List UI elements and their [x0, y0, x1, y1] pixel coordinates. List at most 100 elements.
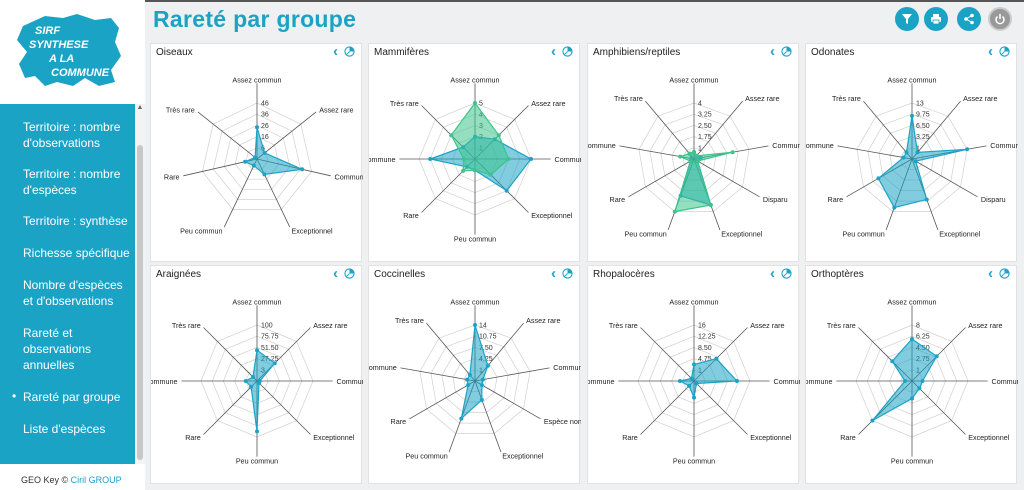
radar-point[interactable]: [687, 151, 692, 156]
radar-point[interactable]: [688, 159, 693, 164]
radar-point[interactable]: [428, 157, 433, 161]
chevron-left-icon[interactable]: ‹: [551, 265, 556, 282]
chart-type-icon[interactable]: [781, 46, 792, 57]
radar-point[interactable]: [692, 362, 696, 367]
radar-point[interactable]: [913, 159, 918, 164]
chevron-left-icon[interactable]: ‹: [988, 265, 993, 282]
share-button[interactable]: [957, 7, 981, 31]
radar-point[interactable]: [714, 356, 719, 361]
nav-item-territoire-especes[interactable]: Territoire : nombre d'espèces: [23, 167, 121, 197]
radar-series-area[interactable]: [673, 151, 733, 213]
radar-point[interactable]: [506, 157, 511, 161]
radar-point[interactable]: [480, 377, 485, 382]
radar-point[interactable]: [251, 375, 255, 379]
radar-point[interactable]: [915, 150, 920, 155]
radar-point[interactable]: [253, 155, 258, 160]
chart-type-icon[interactable]: [562, 46, 573, 57]
radar-point[interactable]: [504, 188, 509, 193]
radar-point[interactable]: [249, 384, 254, 389]
chart-type-icon[interactable]: [562, 268, 573, 279]
radar-point[interactable]: [689, 376, 694, 381]
power-button[interactable]: [988, 7, 1012, 31]
nav-item-territoire-synthese[interactable]: Territoire : synthèse: [23, 214, 128, 228]
chart-type-icon[interactable]: [344, 46, 355, 57]
radar-point[interactable]: [903, 379, 907, 383]
radar-point[interactable]: [904, 150, 909, 155]
nav-item-rarete-groupe[interactable]: Rareté par groupe: [23, 390, 121, 404]
radar-point[interactable]: [870, 418, 875, 423]
radar-point[interactable]: [243, 159, 248, 164]
chart-type-icon[interactable]: [344, 268, 355, 279]
radar-point[interactable]: [910, 113, 914, 118]
radar-point[interactable]: [262, 150, 267, 155]
chart-type-icon[interactable]: [999, 268, 1010, 279]
radar-point[interactable]: [488, 172, 493, 177]
radar-point[interactable]: [730, 150, 735, 155]
radar-point[interactable]: [467, 372, 472, 377]
radar-point[interactable]: [262, 172, 267, 177]
radar-point[interactable]: [965, 147, 970, 152]
radar-point[interactable]: [678, 154, 683, 159]
radar-series-area[interactable]: [877, 115, 968, 209]
radar-point[interactable]: [910, 396, 914, 401]
radar-point[interactable]: [678, 379, 682, 383]
chevron-left-icon[interactable]: ‹: [333, 265, 338, 282]
nav-item-richesse-specifique[interactable]: Richesse spécifique: [23, 246, 130, 260]
radar-point[interactable]: [243, 379, 248, 383]
radar-point[interactable]: [892, 205, 897, 210]
radar-point[interactable]: [672, 209, 677, 214]
radar-point[interactable]: [479, 397, 484, 402]
chevron-left-icon[interactable]: ‹: [770, 265, 775, 282]
radar-point[interactable]: [459, 416, 464, 421]
radar-point[interactable]: [479, 383, 484, 387]
radar-point[interactable]: [473, 168, 477, 173]
footer-link[interactable]: Ciril GROUP: [70, 475, 122, 485]
radar-point[interactable]: [255, 125, 259, 130]
radar-point[interactable]: [694, 153, 699, 158]
radar-point[interactable]: [255, 348, 259, 353]
radar-point[interactable]: [255, 429, 259, 434]
radar-point[interactable]: [876, 176, 881, 181]
radar-series-area[interactable]: [678, 358, 739, 400]
radar-point[interactable]: [934, 354, 939, 359]
radar-point[interactable]: [917, 386, 922, 391]
radar-point[interactable]: [692, 150, 696, 154]
chevron-left-icon[interactable]: ‹: [551, 43, 556, 60]
nav-item-territoire-observations[interactable]: Territoire : nombre d'observations: [23, 120, 121, 150]
radar-point[interactable]: [694, 381, 699, 386]
radar-series-area[interactable]: [460, 324, 489, 421]
chart-type-icon[interactable]: [999, 46, 1010, 57]
radar-point[interactable]: [257, 381, 261, 385]
radar-point[interactable]: [485, 363, 490, 368]
radar-point[interactable]: [734, 379, 739, 383]
radar-point[interactable]: [300, 167, 305, 172]
chevron-left-icon[interactable]: ‹: [333, 43, 338, 60]
nav-item-especes-observations[interactable]: Nombre d'espèces et d'observations: [23, 278, 123, 308]
nav-item-rarete-observations[interactable]: Rareté et observations annuelles: [23, 326, 92, 372]
chevron-left-icon[interactable]: ‹: [770, 43, 775, 60]
radar-point[interactable]: [692, 395, 696, 400]
print-button[interactable]: [924, 7, 948, 31]
chevron-left-icon[interactable]: ‹: [988, 43, 993, 60]
radar-point[interactable]: [466, 383, 471, 387]
radar-point[interactable]: [473, 101, 477, 105]
radar-point[interactable]: [890, 359, 895, 364]
radar-point[interactable]: [910, 337, 914, 341]
scroll-up-icon[interactable]: ▲: [136, 104, 144, 111]
chart-type-icon[interactable]: [781, 268, 792, 279]
radar-point[interactable]: [272, 361, 277, 366]
logo[interactable]: SIRF SYNTHESE A LA COMMUNE: [0, 0, 145, 104]
scrollbar-thumb[interactable]: [137, 145, 143, 460]
radar-point[interactable]: [461, 157, 466, 161]
radar-point[interactable]: [449, 133, 454, 138]
radar-point[interactable]: [529, 157, 533, 161]
radar-point[interactable]: [251, 163, 256, 168]
radar-point[interactable]: [465, 377, 470, 382]
radar-point[interactable]: [473, 323, 477, 327]
radar-point[interactable]: [708, 203, 713, 207]
radar-point[interactable]: [461, 168, 466, 173]
radar-point[interactable]: [924, 197, 929, 202]
nav-item-liste-especes[interactable]: Liste d'espèces: [23, 422, 106, 436]
radar-point[interactable]: [695, 159, 700, 164]
filter-button[interactable]: [895, 7, 919, 31]
